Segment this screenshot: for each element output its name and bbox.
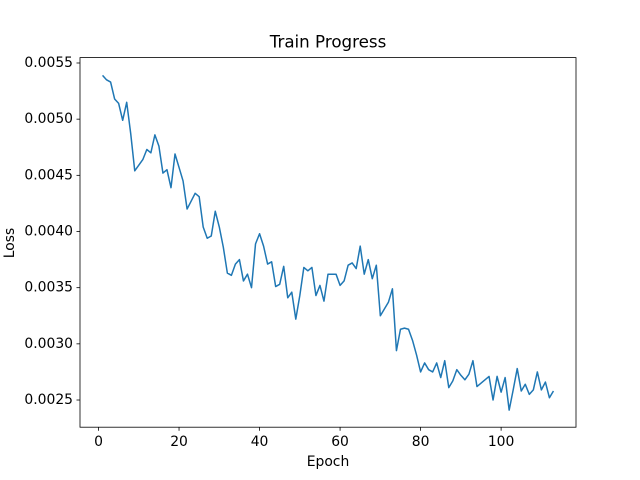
y-tick-label: 0.0040: [24, 224, 73, 240]
y-tick-label: 0.0055: [24, 55, 73, 71]
loss-line: [101, 74, 555, 411]
y-tick-label: 0.0045: [24, 167, 73, 183]
x-tick-label: 40: [251, 434, 269, 450]
x-tick-label: 100: [488, 434, 515, 450]
chart-title: Train Progress: [269, 32, 387, 52]
y-tick-label: 0.0030: [24, 336, 73, 352]
x-axis-label: Epoch: [307, 454, 350, 470]
y-tick-label: 0.0025: [24, 392, 73, 408]
plot-frame: [79, 57, 577, 428]
x-tick-label: 80: [412, 434, 430, 450]
y-tick-label: 0.0050: [24, 111, 73, 127]
x-tick-label: 0: [94, 434, 103, 450]
y-axis-label: Loss: [2, 228, 18, 258]
x-tick-label: 20: [170, 434, 188, 450]
x-tick-label: 60: [331, 434, 349, 450]
y-tick-label: 0.0035: [24, 280, 73, 296]
